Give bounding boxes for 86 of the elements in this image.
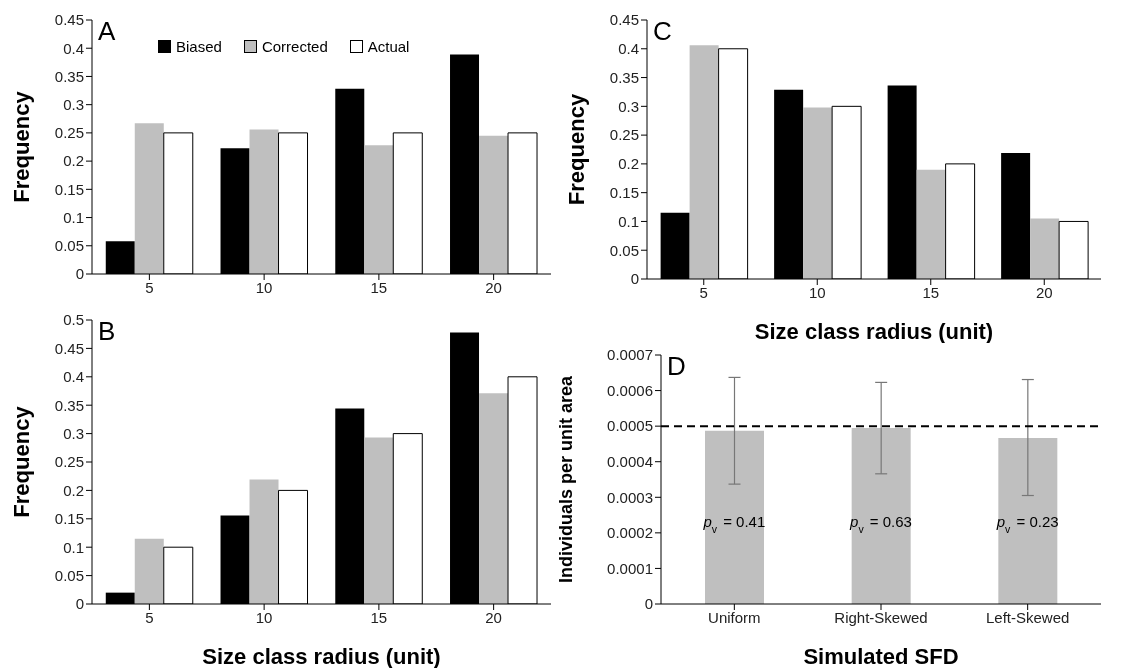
x-tick-label: 5 — [699, 283, 708, 301]
bar — [364, 145, 394, 274]
annotation: p$_{v}$ = 0.63 — [849, 512, 912, 535]
y-axis-title: Frequency — [8, 90, 34, 203]
y-tick-label: 0.3 — [618, 97, 639, 115]
x-tick-label: 10 — [808, 283, 826, 301]
y-tick-label: 0.1 — [618, 212, 639, 230]
x-tick-label: 15 — [370, 608, 388, 626]
annotation: p$_{v}$ = 0.23 — [995, 512, 1059, 535]
x-tick-label: 5 — [145, 278, 154, 296]
x-tick-label: 20 — [1035, 283, 1053, 301]
chart-title: D — [667, 351, 686, 382]
x-tick-label: Uniform — [708, 608, 761, 626]
bar — [479, 135, 509, 274]
x-axis-title: Size class radius (unit) — [202, 644, 441, 669]
y-tick-label: 0.2 — [63, 152, 84, 170]
bar — [705, 430, 764, 604]
y-tick-label: 0 — [75, 595, 84, 613]
x-tick-label: 20 — [485, 608, 502, 626]
y-tick-label: 0.4 — [63, 39, 84, 57]
y-tick-label: 0.15 — [54, 510, 84, 528]
y-tick-label: 0.0001 — [607, 559, 653, 577]
bar — [1030, 218, 1060, 279]
y-tick-label: 0.0004 — [607, 453, 653, 471]
y-tick-label: 0 — [75, 265, 84, 283]
bar — [803, 107, 833, 279]
y-tick-label: 0.05 — [609, 241, 639, 259]
y-tick-label: 0.1 — [63, 208, 84, 226]
x-tick-label: 5 — [145, 608, 154, 626]
y-axis-title: Frequency — [563, 93, 589, 206]
y-tick-label: 0.05 — [54, 566, 84, 584]
y-tick-label: 0.35 — [54, 67, 84, 85]
annotation: p$_{v}$ = 0.41 — [702, 512, 766, 535]
y-tick-label: 0.0005 — [607, 417, 653, 435]
y-tick-label: 0.4 — [63, 368, 84, 386]
y-tick-label: 0.25 — [54, 124, 84, 142]
chart-title: C — [653, 16, 672, 47]
x-tick-label: 10 — [255, 608, 273, 626]
bar — [249, 129, 279, 274]
x-tick-label: Right-Skewed — [834, 608, 928, 626]
y-tick-label: 0.15 — [609, 183, 639, 201]
y-tick-label: 0.45 — [54, 11, 84, 29]
legend-label: Actual — [366, 38, 410, 55]
y-tick-label: 0 — [630, 270, 639, 288]
chart-title: B — [98, 316, 116, 347]
y-tick-label: 0.3 — [63, 424, 84, 442]
x-tick-label: 15 — [922, 283, 940, 301]
y-tick-label: 0.35 — [609, 68, 639, 86]
y-tick-label: 0.45 — [609, 11, 639, 29]
x-tick-label: Left-Skewed — [985, 608, 1070, 626]
y-tick-label: 0.3 — [63, 95, 84, 113]
bar — [364, 437, 394, 604]
y-tick-label: 0.5 — [63, 311, 84, 329]
chart-title: A — [98, 16, 116, 47]
y-axis-title: Individuals per unit area — [556, 374, 577, 584]
bar — [851, 427, 911, 604]
x-axis-title: Size class radius (unit) — [754, 319, 994, 344]
x-tick-label: 15 — [370, 278, 388, 296]
legend-label: Biased — [175, 38, 222, 55]
y-tick-label: 0.4 — [618, 40, 639, 58]
bar — [134, 123, 164, 274]
y-tick-label: 0.45 — [54, 339, 84, 357]
bar — [998, 437, 1058, 604]
bar — [916, 169, 946, 279]
bar — [479, 393, 509, 604]
bar — [134, 538, 164, 604]
bar — [689, 45, 719, 279]
y-tick-label: 0.25 — [609, 126, 639, 144]
y-tick-label: 0.0007 — [607, 346, 653, 364]
y-tick-label: 0.25 — [54, 453, 84, 471]
bar — [249, 479, 279, 604]
y-tick-label: 0.0002 — [607, 524, 653, 542]
y-axis-title: Frequency — [8, 405, 34, 518]
y-tick-label: 0.1 — [63, 538, 84, 556]
x-tick-label: 10 — [255, 278, 273, 296]
y-tick-label: 0.0003 — [607, 488, 653, 506]
legend-label: Corrected — [260, 38, 328, 55]
x-axis-title: Simulated SFD — [803, 644, 959, 669]
y-tick-label: 0.2 — [618, 155, 639, 173]
y-tick-label: 0.15 — [54, 180, 84, 198]
y-tick-label: 0.0006 — [607, 381, 653, 399]
y-tick-label: 0.05 — [54, 237, 84, 255]
y-tick-label: 0 — [644, 595, 653, 613]
y-tick-label: 0.2 — [63, 481, 84, 499]
x-tick-label: 20 — [485, 278, 502, 296]
y-tick-label: 0.35 — [54, 396, 84, 414]
